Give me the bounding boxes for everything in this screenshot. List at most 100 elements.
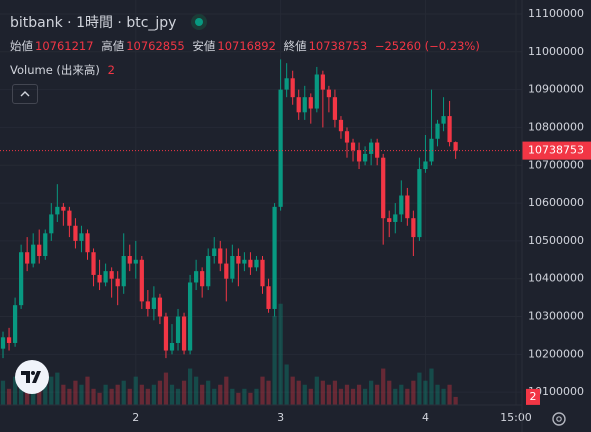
volume-bar: [194, 376, 199, 405]
volume-bar: [157, 380, 163, 405]
collapse-button[interactable]: [12, 84, 38, 104]
volume-bar: [405, 388, 410, 405]
candle-body: [387, 218, 392, 222]
settings-icon[interactable]: [552, 412, 566, 426]
volume-bar: [85, 376, 90, 405]
volume-bar: [381, 368, 386, 405]
y-tick-label: 10700000: [528, 158, 584, 171]
volume-bar: [278, 303, 283, 405]
chevron: [20, 91, 30, 97]
candle-body: [31, 244, 36, 264]
x-tick-label: 2: [132, 411, 139, 424]
volume-bar: [236, 392, 241, 405]
volume-bar: [230, 388, 235, 405]
candle-body: [181, 316, 187, 351]
volume-label: Volume (出来高): [10, 63, 100, 77]
candle-body: [49, 214, 54, 234]
candle-body: [12, 305, 18, 343]
ohlc-label: 高値: [101, 39, 125, 53]
y-tick-label: 11000000: [528, 45, 584, 58]
volume-bar: [151, 384, 156, 405]
volume-bar: [332, 380, 338, 405]
volume-bar: [109, 388, 114, 405]
candle-body: [97, 274, 102, 283]
candle-body: [109, 271, 114, 279]
candle-body: [326, 89, 332, 98]
volume-bar: [242, 388, 247, 405]
volume-bar: [73, 380, 78, 405]
candle-body: [278, 89, 283, 207]
y-tick-label: 10900000: [528, 83, 584, 96]
volume-bar: [362, 388, 368, 405]
candle-body: [369, 142, 374, 154]
volume-bar: [6, 388, 12, 405]
candle-body: [242, 259, 247, 264]
volume-bar: [411, 380, 416, 405]
candle-body: [194, 271, 199, 283]
candle-body: [417, 169, 422, 238]
logo: [15, 360, 49, 394]
volume-bar: [163, 372, 169, 405]
y-tick-label: 11100000: [528, 7, 584, 20]
candle-body: [19, 252, 24, 306]
volume-bar: [393, 388, 398, 405]
volume-value: 2: [107, 63, 115, 77]
volume-bar: [31, 388, 36, 405]
volume-bar: [206, 380, 211, 405]
volume-bars: [0, 303, 458, 405]
candle-body: [236, 256, 241, 264]
last-price-box: [522, 141, 591, 160]
volume-bar: [121, 380, 126, 405]
volume-bar: [145, 388, 150, 405]
volume-bar: [79, 384, 84, 405]
candle-body: [187, 282, 193, 351]
ohlc-value: 10738753: [308, 39, 368, 53]
candle-body: [121, 256, 126, 287]
ohlc-label: 始値: [10, 39, 33, 53]
volume-bar: [429, 368, 434, 405]
volume-bar: [25, 384, 30, 405]
candle-body: [266, 286, 271, 309]
change: −25260 (−0.23%): [374, 39, 480, 53]
candle-body: [381, 157, 386, 219]
volume-bar: [133, 376, 138, 405]
volume-bar: [423, 380, 428, 405]
volume-bar: [375, 384, 380, 405]
y-tick-label: 10300000: [528, 310, 584, 323]
candle-body: [79, 233, 84, 241]
candle-body: [43, 233, 48, 257]
candle-body: [441, 116, 446, 124]
candle-body: [453, 142, 458, 151]
volume-bar: [218, 384, 223, 405]
volume-bar: [224, 376, 229, 405]
y-tick-label: 10400000: [528, 272, 584, 285]
candle-body: [127, 256, 132, 264]
candle-body: [254, 259, 259, 268]
volume-bar: [369, 380, 374, 405]
volume-bar: [344, 384, 350, 405]
volume-bar: [399, 384, 404, 405]
candle-body: [6, 337, 12, 343]
volume-bar: [356, 384, 362, 405]
ohlc-label: 安値: [192, 39, 216, 53]
volume-bar: [320, 380, 325, 405]
volume-bar: [49, 376, 54, 405]
y-tick-label: 10200000: [528, 347, 584, 360]
volume-row: Volume (出来高) 2: [10, 62, 119, 78]
volume-bar: [187, 368, 193, 405]
x-tick-label: 15:00: [500, 411, 532, 424]
candle-body: [25, 252, 30, 264]
candle-body: [37, 244, 42, 257]
candle-body: [405, 195, 410, 219]
candle-body: [230, 256, 235, 279]
ohlc-value: 10716892: [217, 39, 276, 53]
volume-bar: [115, 384, 120, 405]
volume-bar: [326, 384, 332, 405]
candle-body: [356, 150, 362, 162]
candle-body: [302, 97, 307, 113]
volume-bar: [308, 388, 313, 405]
volume-bar: [296, 380, 301, 405]
volume-bar: [55, 372, 60, 405]
volume-bar: [248, 392, 253, 405]
